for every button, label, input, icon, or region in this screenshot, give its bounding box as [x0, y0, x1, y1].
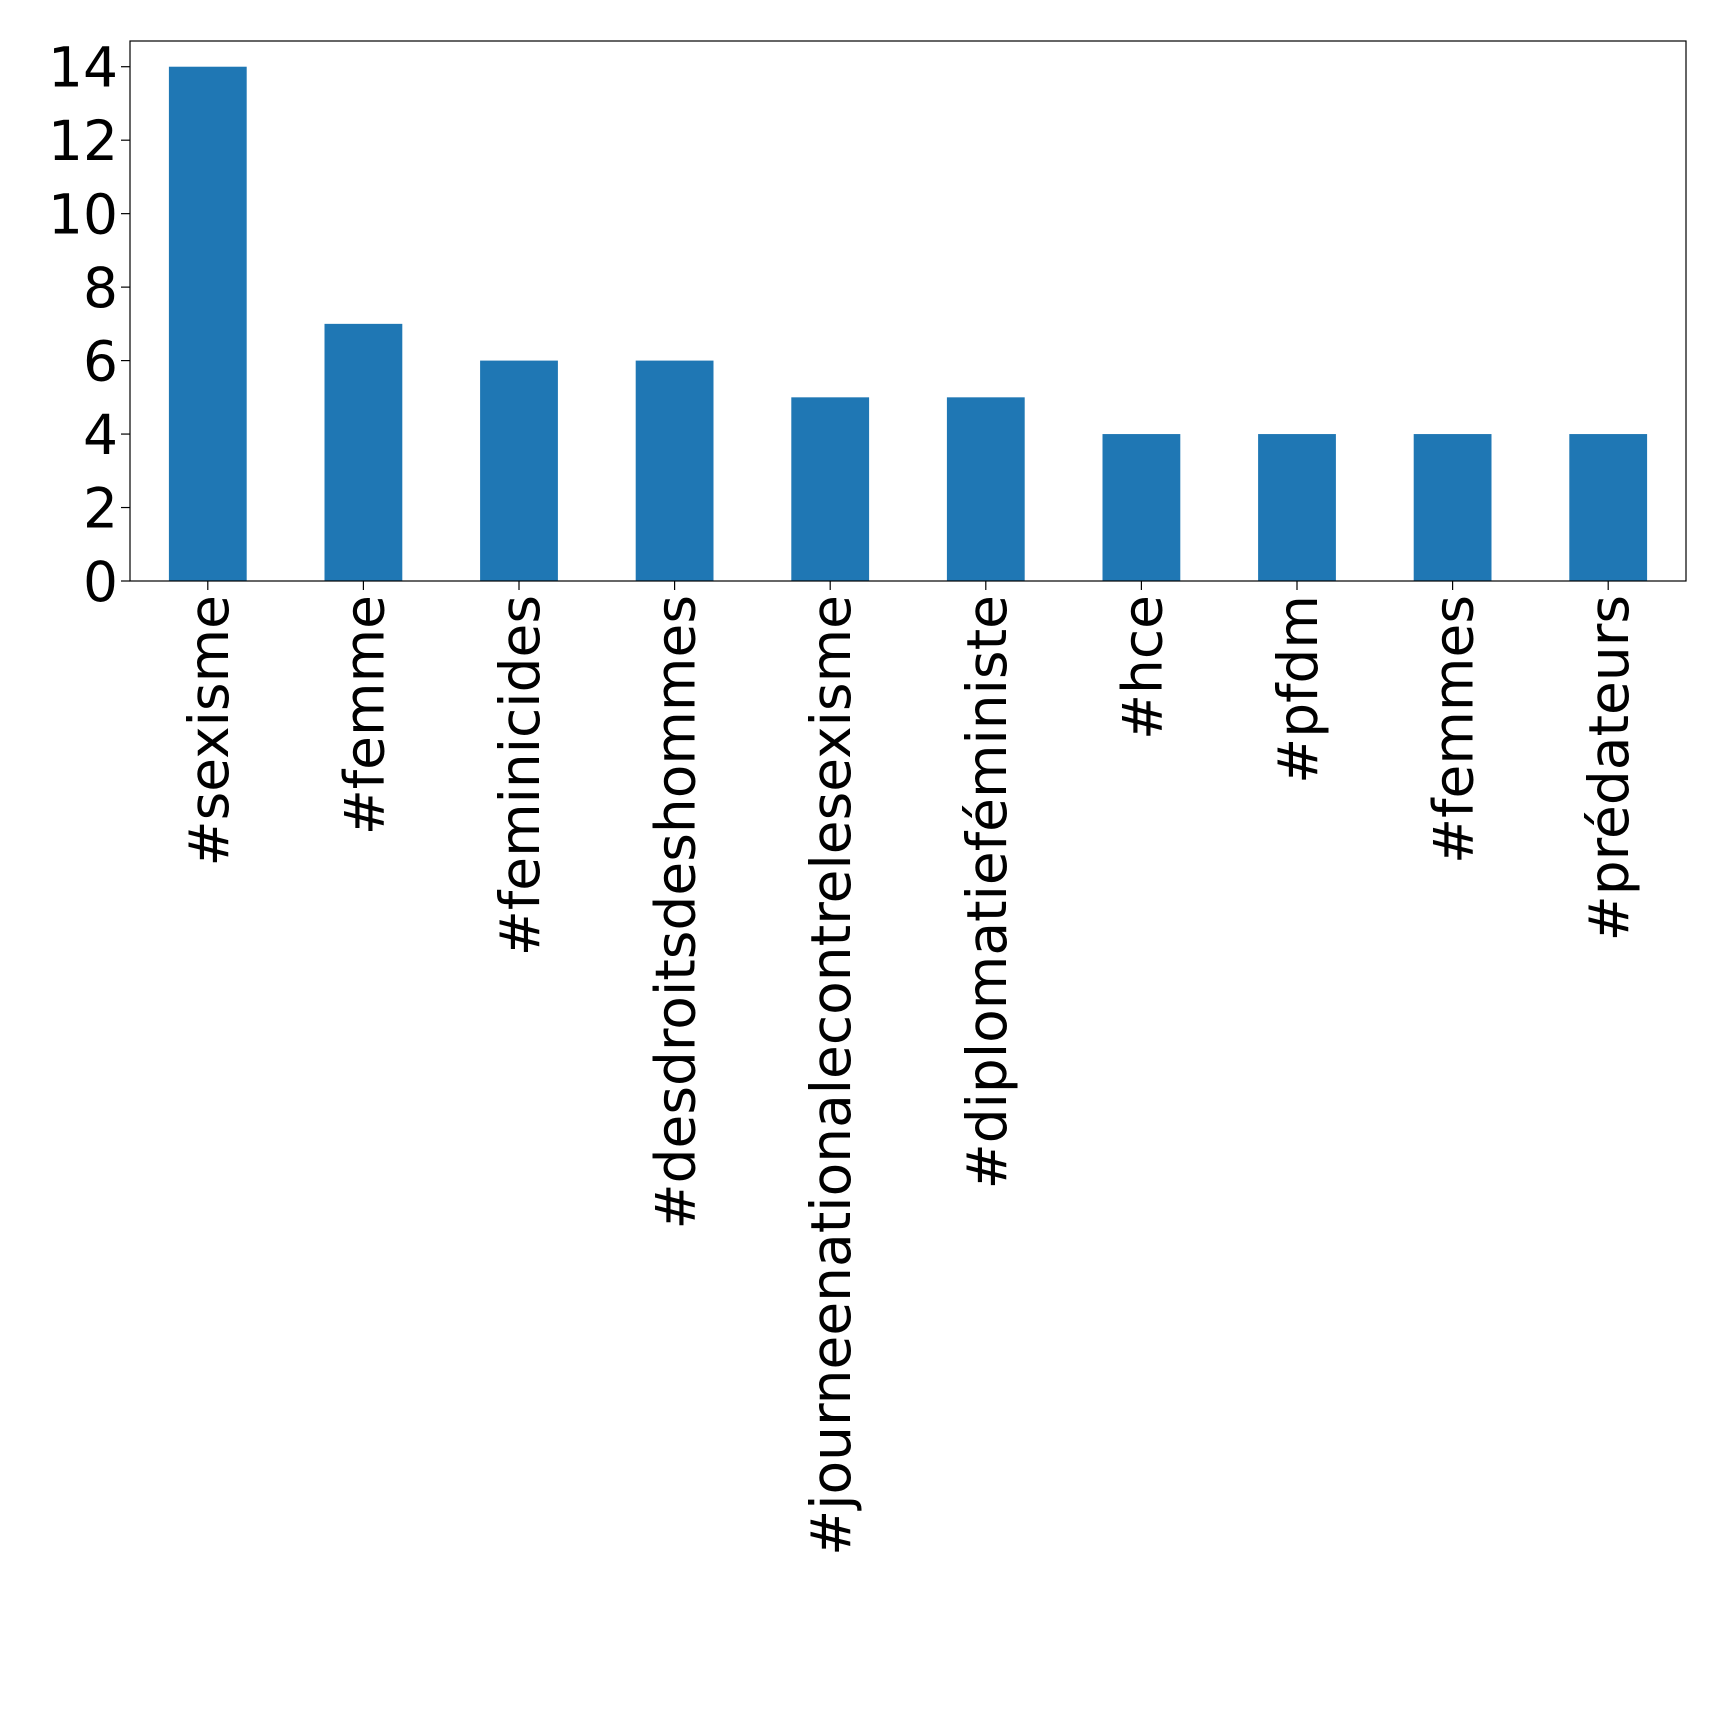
bar: [791, 397, 870, 581]
x-tick-label: #femme: [332, 595, 396, 835]
bar: [1258, 434, 1336, 581]
bar: [946, 397, 1025, 581]
bar: [1569, 434, 1648, 581]
y-tick-label: 8: [83, 256, 118, 320]
bar: [168, 66, 247, 581]
y-tick-label: 14: [48, 36, 118, 100]
x-tick-label: #desdroitsdeshommes: [644, 595, 708, 1230]
y-tick-label: 4: [83, 403, 118, 467]
bar: [1102, 434, 1181, 581]
y-tick-label: 2: [83, 477, 118, 541]
axes-frame: [129, 40, 1687, 582]
y-tick-label: 12: [48, 109, 118, 173]
x-tick-label: #pfdm: [1266, 595, 1330, 784]
y-tick-label: 10: [48, 183, 118, 247]
bar: [324, 323, 403, 581]
x-tick-label: #sexisme: [177, 595, 241, 867]
y-tick-label: 0: [83, 550, 118, 614]
x-tick-label: #prédateurs: [1577, 595, 1641, 941]
x-tick-label: #feminicides: [488, 595, 552, 956]
bar: [1413, 434, 1492, 581]
bar: [635, 360, 714, 581]
x-tick-label: #femmes: [1422, 595, 1486, 864]
y-tick-label: 6: [83, 330, 118, 394]
x-tick-label: #journeenationalecontrelesexisme: [799, 595, 863, 1556]
bar: [480, 360, 558, 581]
x-tick-label: #diplomatieféministe: [955, 595, 1019, 1189]
x-tick-label: #hce: [1110, 595, 1174, 740]
